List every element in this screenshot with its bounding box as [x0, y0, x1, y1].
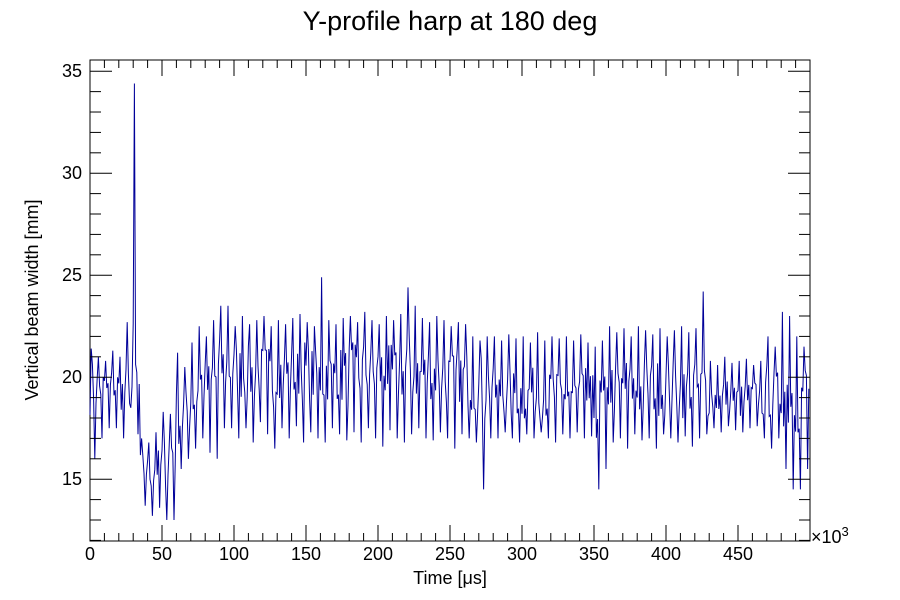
y-axis-label: Vertical beam width [mm] — [22, 199, 42, 400]
x-tick-label: 300 — [507, 544, 537, 564]
x-tick-label: 0 — [85, 544, 95, 564]
y-tick-label: 15 — [62, 469, 82, 489]
x-multiplier-base: ×10 — [811, 527, 842, 547]
series-line-width — [89, 83, 810, 521]
y-tick-label: 30 — [62, 163, 82, 183]
axis-layer: 0 50 100 150 200 250 300 350 400 450 15 20 25 30 35 — [62, 60, 811, 564]
y-tick-label: 25 — [62, 265, 82, 285]
x-tick-label: 400 — [651, 544, 681, 564]
x-tick-label: 150 — [291, 544, 321, 564]
x-tick-label: 350 — [579, 544, 609, 564]
x-tick-label: 250 — [435, 544, 465, 564]
x-multiplier: ×103 — [811, 524, 849, 547]
y-tick-label: 35 — [62, 61, 82, 81]
x-tick-label: 100 — [219, 544, 249, 564]
x-axis-label: Time [μs] — [413, 568, 487, 588]
x-tick-label: 50 — [152, 544, 172, 564]
y-tick-label: 20 — [62, 367, 82, 387]
x-tick-label: 200 — [363, 544, 393, 564]
x-tick-label: 450 — [723, 544, 753, 564]
chart-title: Y-profile harp at 180 deg — [303, 6, 598, 36]
plot-frame — [89, 59, 811, 542]
x-multiplier-exponent: 3 — [842, 524, 849, 539]
data-layer — [89, 83, 810, 521]
